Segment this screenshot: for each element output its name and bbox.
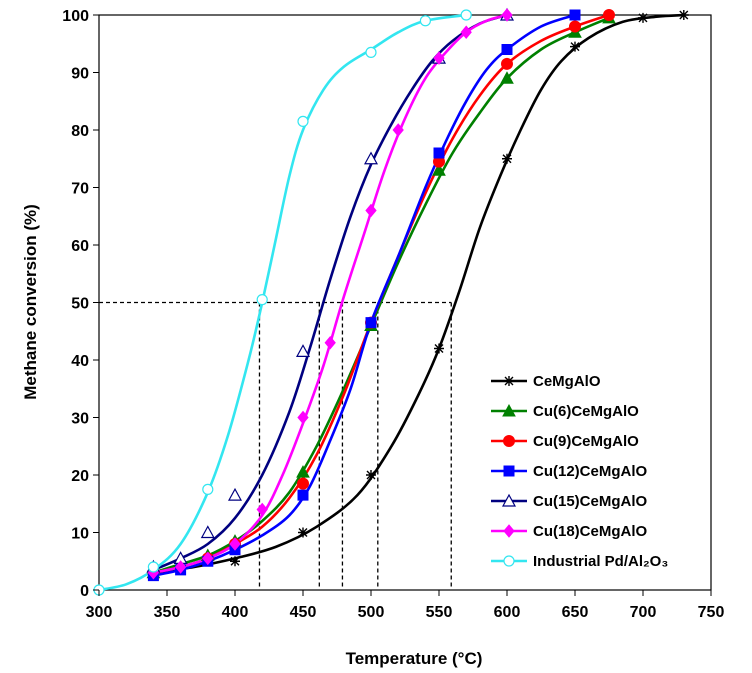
legend-swatch-marker [503,524,515,538]
y-tick-label: 30 [71,411,89,428]
data-point [202,483,214,495]
data-point [230,556,240,567]
data-point [297,489,309,501]
y-axis: 0 10 20 30 40 50 60 70 80 90 100 [62,8,99,600]
data-point [433,51,445,65]
legend-swatch-marker [503,555,515,567]
data-point [433,147,445,159]
legend-label: Cu(18)CeMgAlO [533,523,648,540]
legend-swatch-marker [504,376,514,386]
legend-label: CeMgAlO [533,373,601,390]
series-line [153,13,576,577]
data-point [501,44,513,55]
legend-label: Cu(9)CeMgAlO [533,433,639,450]
legend-label: Cu(15)CeMgAlO [533,493,648,510]
y-tick-label: 50 [71,296,89,313]
data-point [174,560,187,574]
data-point [297,410,309,425]
series-markers [93,7,689,596]
x-axis: 300 350 400 450 500 550 600 650 700 750 [86,590,725,621]
data-point [296,465,310,478]
data-point [678,10,689,20]
y-tick-label: 60 [71,238,89,255]
series-line [153,13,684,575]
y-axis-title: Methane conversion (%) [21,204,40,400]
data-point [365,46,377,58]
data-point [501,8,513,22]
series-line [152,13,508,572]
data-point [295,344,311,357]
x-tick-label: 600 [494,604,521,621]
x-tick-label: 650 [562,604,589,621]
data-point [363,151,379,165]
x-tick-label: 500 [358,604,385,621]
data-point [502,153,512,164]
data-point [366,470,376,480]
reference-lines [99,301,452,590]
y-tick-label: 40 [71,353,89,370]
data-point [569,9,581,21]
y-tick-label: 70 [71,181,89,198]
data-point [324,335,336,350]
data-point [500,71,514,84]
data-point [298,527,308,538]
y-tick-label: 10 [71,526,89,543]
legend-label: Cu(12)CeMgAlO [533,463,648,480]
legend-swatch-marker [502,403,516,417]
y-tick-label: 80 [71,123,89,140]
y-tick-label: 0 [80,583,89,600]
legend-swatch-marker [503,465,515,477]
data-point [419,15,431,27]
legend: CeMgAlO Cu(6)CeMgAlO Cu(9)CeMgAlO Cu(12)CeM… [491,373,668,570]
data-point [200,525,215,539]
data-point [229,537,241,551]
data-point [147,561,159,573]
data-point [365,317,377,329]
x-tick-label: 350 [154,604,181,621]
data-point [460,9,472,21]
x-tick-label: 300 [86,604,113,621]
legend-label: Cu(6)CeMgAlO [533,403,639,420]
data-point [434,343,444,354]
legend-swatch-marker [503,435,515,447]
legend-swatch-marker [501,493,517,507]
data-point [256,502,268,517]
x-tick-label: 550 [426,604,453,621]
x-tick-label: 750 [698,604,725,621]
data-point [297,477,309,490]
series-line [98,13,467,592]
data-point [501,57,513,70]
y-tick-label: 20 [71,468,89,485]
data-point [392,123,404,137]
x-tick-label: 400 [222,604,249,621]
data-point [603,9,615,21]
data-point [297,115,309,127]
y-tick-label: 100 [62,8,89,25]
data-point [460,25,472,40]
data-point [256,294,268,306]
legend-label: Industrial Pd/Al₂O₃ [533,553,668,570]
data-point [569,20,581,33]
data-point [365,203,377,218]
data-point [570,41,580,52]
data-point [202,551,214,566]
data-point [227,487,243,501]
x-tick-label: 450 [290,604,317,621]
x-tick-label: 700 [630,604,657,621]
series-line [153,13,508,575]
data-point [432,163,446,176]
x-axis-title: Temperature (°C) [346,649,483,668]
y-tick-label: 90 [71,66,89,83]
data-point [638,12,648,23]
